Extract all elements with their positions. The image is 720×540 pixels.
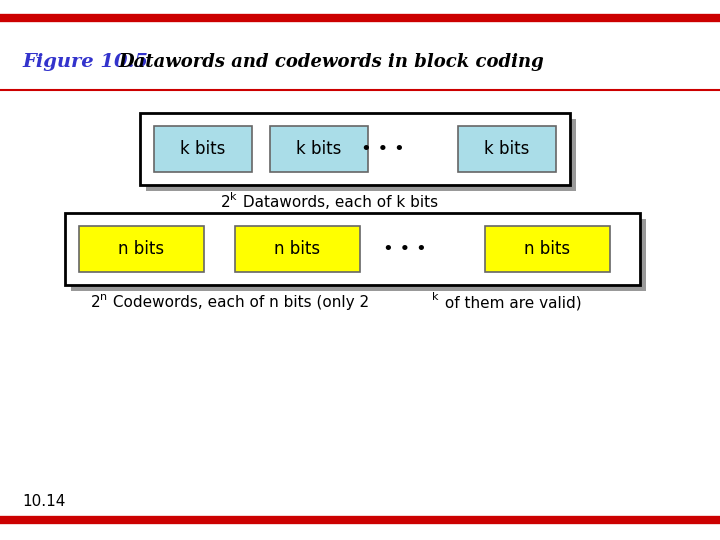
Text: Datawords and codewords in block coding: Datawords and codewords in block coding	[118, 53, 544, 71]
Text: 10.14: 10.14	[22, 495, 66, 510]
Text: n bits: n bits	[274, 240, 320, 258]
Text: 2: 2	[91, 295, 100, 310]
Bar	[485, 226, 610, 272]
Text: n: n	[100, 292, 107, 302]
Text: Figure 10.5: Figure 10.5	[22, 53, 148, 71]
Text: k: k	[432, 292, 438, 302]
Text: n bits: n bits	[524, 240, 570, 258]
Text: k bits: k bits	[485, 140, 530, 158]
Text: 2: 2	[220, 195, 230, 210]
Text: • • •: • • •	[383, 240, 427, 258]
Text: k: k	[230, 192, 236, 202]
Text: Datawords, each of k bits: Datawords, each of k bits	[238, 195, 438, 210]
Bar	[140, 113, 570, 185]
Bar	[235, 226, 360, 272]
Text: k bits: k bits	[180, 140, 225, 158]
Bar	[146, 119, 576, 191]
Text: Codewords, each of n bits (only 2: Codewords, each of n bits (only 2	[108, 295, 369, 310]
Text: • • •: • • •	[361, 140, 405, 158]
Bar	[458, 126, 556, 172]
Bar	[71, 219, 646, 291]
Text: n bits: n bits	[118, 240, 165, 258]
Text: k bits: k bits	[297, 140, 342, 158]
Bar	[154, 126, 252, 172]
Text: of them are valid): of them are valid)	[440, 295, 582, 310]
Bar	[270, 126, 368, 172]
Bar	[79, 226, 204, 272]
Bar	[65, 213, 640, 285]
